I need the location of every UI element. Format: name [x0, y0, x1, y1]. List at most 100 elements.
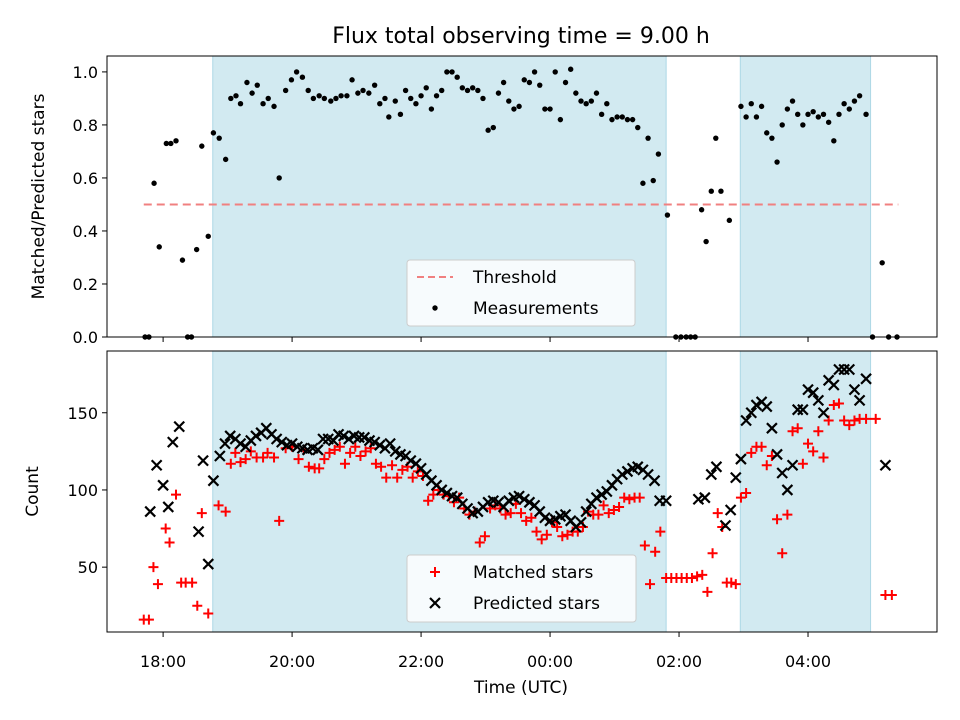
- predicted-point: [173, 420, 186, 433]
- legend-measurement-handle: [432, 305, 438, 311]
- matched-point: [650, 546, 661, 557]
- measurement-point: [271, 103, 277, 110]
- matched-point: [319, 454, 330, 465]
- predicted-point: [710, 461, 723, 473]
- predicted-point: [214, 450, 226, 462]
- predicted-point: [374, 439, 386, 451]
- matched-point: [293, 454, 304, 465]
- measurement-point: [310, 95, 317, 102]
- measurement-point: [825, 119, 832, 125]
- predicted-point: [549, 513, 561, 526]
- predicted-point: [699, 491, 711, 504]
- ratio-panel: 0.0 0.2 0.4 0.6 0.8 1.0 Matched/Predicted star…: [29, 55, 938, 347]
- predicted-point: [771, 448, 783, 461]
- predicted-point: [539, 511, 551, 524]
- x-tick-label: 20:00: [269, 652, 315, 671]
- measurement-point: [402, 87, 409, 94]
- measurement-point: [836, 111, 842, 118]
- predicted-point: [575, 516, 587, 529]
- matched-point: [870, 413, 881, 424]
- measurement-point: [163, 140, 170, 147]
- matched-point: [187, 577, 198, 588]
- measurement-point: [299, 74, 306, 80]
- predicted-point: [621, 465, 634, 478]
- matched-point: [756, 441, 767, 452]
- series-predicted-stars: [144, 363, 892, 570]
- predicted-point: [224, 430, 236, 442]
- measurement-point: [265, 95, 271, 102]
- measurement-point: [244, 79, 250, 86]
- measurement-point: [392, 98, 398, 104]
- measurement-point: [469, 85, 476, 91]
- matched-point: [500, 509, 511, 520]
- x-tick-label: 18:00: [140, 652, 186, 671]
- measurement-point: [753, 114, 760, 120]
- matched-point: [148, 562, 159, 573]
- measurement-point: [567, 66, 574, 72]
- measurement-point: [718, 188, 724, 194]
- matched-point: [152, 579, 163, 590]
- legend-matched-handle: [430, 567, 440, 577]
- matched-point: [262, 447, 273, 458]
- matched-point: [608, 505, 619, 516]
- matched-point: [603, 508, 614, 519]
- measurement-point: [645, 135, 651, 141]
- matched-point: [761, 460, 772, 471]
- legend-entry-label: Measurements: [473, 299, 599, 319]
- measurement-point: [349, 77, 355, 83]
- measurement-point: [386, 114, 392, 120]
- predicted-point: [441, 487, 453, 499]
- measurement-point: [764, 130, 770, 136]
- predicted-point: [705, 468, 718, 481]
- legend-entry-label: Threshold: [472, 268, 557, 288]
- measurement-point: [703, 238, 709, 245]
- predicted-point: [518, 493, 531, 505]
- matched-point: [376, 461, 387, 472]
- measurement-point: [423, 85, 429, 91]
- predicted-point: [167, 436, 179, 448]
- matched-point: [143, 614, 154, 625]
- y-tick-label: 100: [67, 481, 98, 500]
- matched-point: [593, 509, 604, 520]
- predicted-point: [740, 414, 752, 427]
- measurement-point: [619, 114, 625, 120]
- matched-point: [792, 423, 803, 434]
- matched-point: [797, 458, 808, 469]
- measurement-point: [179, 257, 186, 263]
- measurement-point: [743, 114, 749, 120]
- matched-point: [350, 441, 361, 452]
- measurement-point: [726, 217, 733, 224]
- measurement-point: [511, 106, 517, 112]
- predicted-point: [802, 383, 814, 396]
- y-tick-label: 150: [67, 404, 98, 423]
- measurement-point: [841, 101, 847, 107]
- predicted-point: [250, 430, 262, 442]
- matched-point: [777, 548, 788, 559]
- x-tick-label: 04:00: [785, 652, 831, 671]
- matched-point: [397, 464, 408, 475]
- measurement-point: [228, 95, 234, 102]
- matched-point: [370, 458, 381, 469]
- matched-point: [329, 444, 340, 455]
- measurement-point: [475, 87, 481, 94]
- measurement-point: [464, 87, 471, 94]
- measurement-point: [635, 124, 641, 131]
- matched-point: [712, 508, 723, 519]
- figure-title: Flux total observing time = 9.00 h: [332, 24, 710, 49]
- measurement-point: [495, 90, 502, 96]
- measurement-point: [609, 116, 615, 123]
- predicted-point: [760, 400, 773, 413]
- matched-point: [839, 415, 850, 426]
- measurement-point: [748, 101, 754, 107]
- measurement-point: [713, 135, 719, 141]
- predicted-point: [162, 501, 175, 513]
- predicted-point: [384, 437, 396, 450]
- measurement-point: [454, 74, 460, 80]
- matched-point: [213, 500, 224, 511]
- measurement-point: [237, 101, 244, 107]
- predicted-point: [724, 504, 737, 516]
- predicted-point: [580, 505, 592, 518]
- y-tick-label: 0.4: [73, 222, 98, 241]
- matched-point: [258, 452, 269, 463]
